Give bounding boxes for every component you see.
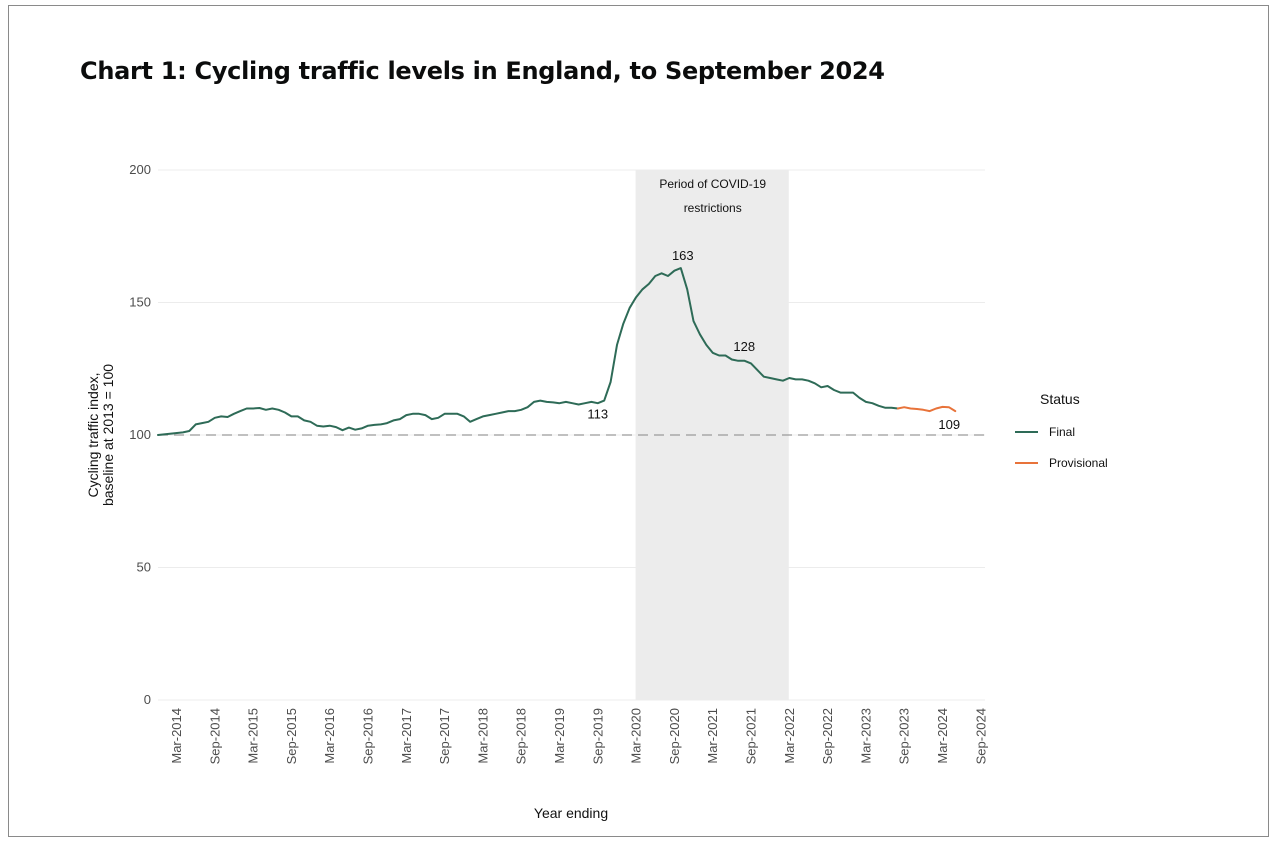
annotation-label: 113 xyxy=(587,407,608,422)
x-tick-label: Mar-2022 xyxy=(782,708,797,764)
x-tick-label: Mar-2019 xyxy=(552,708,567,764)
annotation-label: 109 xyxy=(938,417,960,432)
y-tick-label: 100 xyxy=(129,427,151,442)
x-tick-label: Mar-2018 xyxy=(475,708,490,764)
shaded-label-line2: restrictions xyxy=(684,201,742,215)
legend: Status Final Provisional xyxy=(1015,391,1108,470)
y-axis-ticks: 0 50 100 150 200 xyxy=(129,162,151,707)
legend-title: Status xyxy=(1040,391,1080,407)
x-tick-label: Sep-2016 xyxy=(361,708,376,764)
x-tick-label: Mar-2015 xyxy=(246,708,261,764)
x-tick-label: Sep-2018 xyxy=(514,708,529,764)
y-tick-label: 150 xyxy=(129,295,151,310)
y-tick-label: 0 xyxy=(144,692,151,707)
annotations: 113 163 128 109 xyxy=(587,248,960,432)
annotation-label: 128 xyxy=(733,339,755,354)
y-axis-title-line1: Cycling traffic index, xyxy=(85,372,101,497)
y-tick-label: 200 xyxy=(129,162,151,177)
x-tick-label: Mar-2016 xyxy=(322,708,337,764)
legend-label-final: Final xyxy=(1049,425,1075,439)
shaded-label-line1: Period of COVID-19 xyxy=(659,177,766,191)
x-tick-label: Sep-2020 xyxy=(667,708,682,764)
x-tick-label: Sep-2019 xyxy=(590,708,605,764)
y-axis-title-line2: baseline at 2013 = 100 xyxy=(100,364,116,506)
series-lines xyxy=(157,267,957,436)
y-tick-label: 50 xyxy=(137,560,151,575)
x-tick-label: Mar-2014 xyxy=(169,708,184,764)
x-axis-ticks: Mar-2014 Sep-2014 Mar-2015 Sep-2015 Mar-2016… xyxy=(169,708,988,764)
x-tick-label: Sep-2023 xyxy=(897,708,912,764)
x-tick-label: Sep-2022 xyxy=(820,708,835,764)
x-tick-label: Sep-2024 xyxy=(973,708,988,764)
x-tick-label: Mar-2017 xyxy=(399,708,414,764)
x-tick-label: Mar-2021 xyxy=(705,708,720,764)
x-tick-label: Mar-2023 xyxy=(858,708,873,764)
annotation-label: 163 xyxy=(672,248,694,263)
x-axis-title: Year ending xyxy=(534,805,608,821)
series-line-provisional xyxy=(896,405,957,413)
x-tick-label: Sep-2017 xyxy=(437,708,452,764)
x-tick-label: Sep-2014 xyxy=(207,708,222,764)
shaded-region-label: Period of COVID-19 restrictions xyxy=(659,177,766,215)
x-tick-label: Mar-2020 xyxy=(629,708,644,764)
x-tick-label: Sep-2021 xyxy=(744,708,759,764)
x-tick-label: Mar-2024 xyxy=(935,708,950,764)
chart-title: Chart 1: Cycling traffic levels in Engla… xyxy=(80,57,885,85)
legend-label-provisional: Provisional xyxy=(1049,456,1108,470)
x-tick-label: Sep-2015 xyxy=(284,708,299,764)
series-line-final xyxy=(157,267,899,436)
gridlines xyxy=(158,169,985,701)
